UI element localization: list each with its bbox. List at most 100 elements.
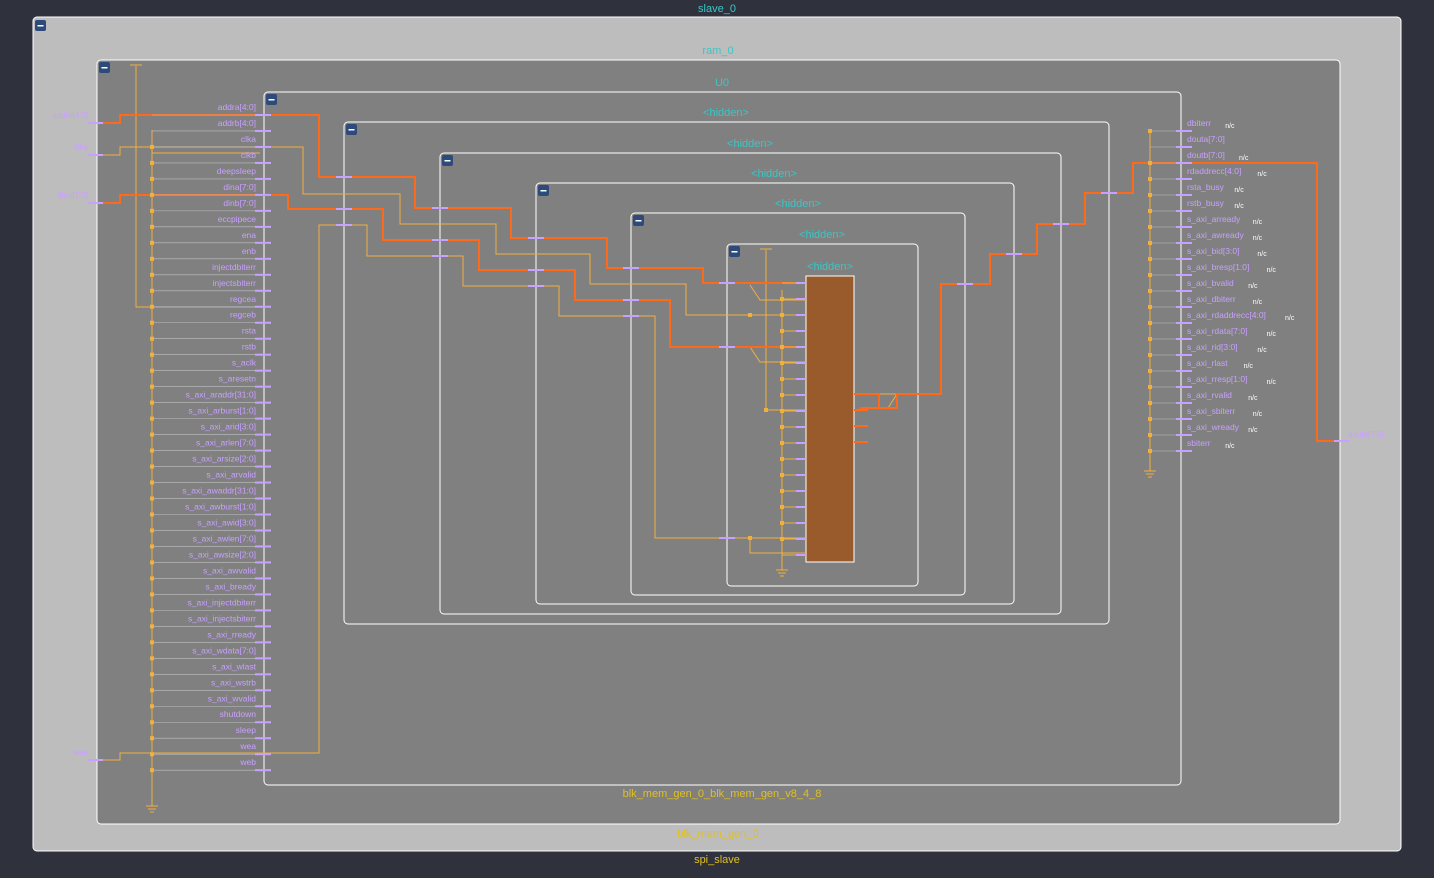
u0-pin-rstb[interactable]: rstb — [150, 342, 271, 357]
u0-pin-s-axi-awburst-1-0[interactable]: s_axi_awburst[1:0] — [150, 502, 271, 517]
primitive-pin[interactable] — [780, 521, 806, 525]
u0-pin-web[interactable]: web — [150, 757, 271, 773]
u0-pin-injectsbiterr[interactable]: injectsbiterr — [150, 278, 271, 293]
u0-pin-injectdbiterr[interactable]: injectdbiterr — [150, 262, 271, 277]
primitive-pin[interactable] — [780, 425, 806, 429]
collapse-button-ram[interactable] — [99, 62, 110, 73]
primitive-pin[interactable] — [780, 489, 806, 493]
port-dina[interactable]: dina[7:0] — [57, 191, 103, 204]
u0-pin-enb[interactable]: enb — [150, 246, 271, 261]
u0-pin-s-axi-wready[interactable]: s_axi_wready n/c — [1148, 422, 1258, 437]
collapse-button-hidden-5[interactable] — [729, 246, 740, 257]
port-douta[interactable]: douta[7:0] — [1334, 430, 1384, 442]
u0-pin-s-axi-bid-3-0[interactable]: s_axi_bid[3:0] n/c — [1148, 246, 1267, 261]
collapse-button-hidden-2[interactable] — [442, 155, 453, 166]
u0-pin-rstb-busy[interactable]: rstb_busy n/c — [1148, 198, 1244, 213]
douta-bus[interactable] — [854, 162, 1334, 442]
inner-bus-tap-1[interactable] — [749, 284, 806, 301]
primitive-pin[interactable] — [780, 361, 806, 365]
primitive-pin[interactable] — [780, 537, 806, 541]
u0-pin-s-axi-bready[interactable]: s_axi_bready — [150, 581, 271, 597]
u0-pin-s-axi-awvalid[interactable]: s_axi_awvalid — [150, 565, 271, 581]
u0-pin-addrb-4-0[interactable]: addrb[4:0] — [152, 118, 271, 132]
u0-pin-regceb[interactable]: regceb — [150, 310, 271, 325]
u0-pin-dbiterr[interactable]: dbiterr n/c — [1148, 118, 1235, 133]
u0-pin-douta-7-0[interactable]: douta[7:0] — [1150, 134, 1225, 148]
u0-pin-deepsleep[interactable]: deepsleep — [150, 166, 271, 181]
primitive-pin[interactable] — [780, 297, 806, 301]
u0-pin-s-axi-arid-3-0[interactable]: s_axi_arid[3:0] — [150, 422, 271, 437]
u0-pin-ena[interactable]: ena — [150, 230, 271, 245]
u0-pin-s-axi-awsize-2-0[interactable]: s_axi_awsize[2:0] — [150, 549, 271, 565]
u0-pin-s-axi-araddr-31-0[interactable]: s_axi_araddr[31:0] — [150, 390, 271, 405]
u0-pin-s-axi-injectdbiterr[interactable]: s_axi_injectdbiterr — [150, 597, 271, 613]
u0-pin-s-axi-rdata-7-0[interactable]: s_axi_rdata[7:0] n/c — [1148, 326, 1276, 341]
u0-pin-doutb-7-0[interactable]: doutb[7:0] n/c — [1148, 150, 1249, 165]
primitive-pin[interactable] — [780, 313, 806, 317]
dina-bus[interactable] — [103, 194, 806, 348]
u0-pin-wea[interactable]: wea — [150, 741, 271, 757]
u0-pin-clka[interactable]: clka — [150, 134, 271, 149]
collapse-button-hidden-3[interactable] — [538, 185, 549, 196]
u0-pin-s-aclk[interactable]: s_aclk — [150, 358, 271, 373]
collapse-button-hidden-1[interactable] — [346, 124, 357, 135]
u0-pin-s-axi-rdaddrecc-4-0[interactable]: s_axi_rdaddrecc[4:0] n/c — [1148, 310, 1295, 325]
u0-pin-s-axi-dbiterr[interactable]: s_axi_dbiterr n/c — [1148, 294, 1263, 309]
u0-pin-s-aresetn[interactable]: s_aresetn — [150, 374, 271, 389]
u0-pin-s-axi-rresp-1-0[interactable]: s_axi_rresp[1:0] n/c — [1148, 374, 1276, 389]
u0-pin-s-axi-injectsbiterr[interactable]: s_axi_injectsbiterr — [150, 613, 271, 629]
primitive-pin[interactable] — [780, 409, 806, 413]
u0-pin-rsta[interactable]: rsta — [150, 326, 271, 341]
u0-pin-addra-4-0[interactable]: addra[4:0] — [152, 102, 271, 116]
u0-pin-rsta-busy[interactable]: rsta_busy n/c — [1148, 182, 1244, 197]
primitive-pin[interactable] — [780, 505, 806, 509]
u0-pin-regcea[interactable]: regcea — [150, 294, 271, 309]
primitive-pin[interactable] — [780, 473, 806, 477]
u0-pin-s-axi-awaddr-31-0[interactable]: s_axi_awaddr[31:0] — [150, 486, 271, 501]
u0-pin-dinb-7-0[interactable]: dinb[7:0] — [150, 198, 271, 213]
u0-pin-s-axi-wlast[interactable]: s_axi_wlast — [150, 661, 271, 677]
u0-pin-s-axi-awlen-7-0[interactable]: s_axi_awlen[7:0] — [150, 533, 271, 549]
primitive-pin[interactable] — [780, 329, 806, 333]
port-wea[interactable]: wea — [72, 748, 103, 761]
port-clka[interactable]: clka — [74, 143, 103, 156]
u0-pin-s-axi-wstrb[interactable]: s_axi_wstrb — [150, 677, 271, 693]
u0-pin-s-axi-arvalid[interactable]: s_axi_arvalid — [150, 470, 271, 485]
collapse-button-u0[interactable] — [266, 94, 277, 105]
inner-bus-tap-2[interactable] — [749, 346, 806, 363]
ram-primitive[interactable] — [805, 275, 855, 563]
u0-pin-clkb[interactable]: clkb — [150, 150, 271, 165]
primitive-pin[interactable] — [780, 377, 806, 381]
primitive-pin[interactable] — [780, 345, 806, 349]
u0-pin-s-axi-rready[interactable]: s_axi_rready — [150, 629, 271, 645]
u0-pin-dina-7-0[interactable]: dina[7:0] — [150, 182, 271, 197]
u0-pin-s-axi-arburst-1-0[interactable]: s_axi_arburst[1:0] — [150, 406, 271, 421]
u0-pin-s-axi-awready[interactable]: s_axi_awready n/c — [1148, 230, 1263, 245]
collapse-button-slave[interactable] — [35, 20, 46, 31]
u0-pin-sbiterr[interactable]: sbiterr n/c — [1148, 438, 1235, 453]
u0-pin-s-axi-wvalid[interactable]: s_axi_wvalid — [150, 693, 271, 709]
u0-pin-s-axi-bresp-1-0[interactable]: s_axi_bresp[1:0] n/c — [1148, 262, 1276, 277]
u0-pin-s-axi-rvalid[interactable]: s_axi_rvalid n/c — [1148, 390, 1258, 405]
u0-pin-s-axi-bvalid[interactable]: s_axi_bvalid n/c — [1148, 278, 1258, 293]
primitive-pin[interactable] — [780, 441, 806, 445]
u0-pin-eccpipece[interactable]: eccpipece — [150, 214, 271, 229]
u0-pin-shutdown[interactable]: shutdown — [150, 709, 271, 725]
inner-bottom-wire[interactable] — [749, 538, 806, 554]
u0-pin-s-axi-arlen-7-0[interactable]: s_axi_arlen[7:0] — [150, 438, 271, 453]
u0-pin-s-axi-arsize-2-0[interactable]: s_axi_arsize[2:0] — [150, 454, 271, 469]
collapse-button-hidden-4[interactable] — [633, 215, 644, 226]
port-addra[interactable]: addra[4:0] — [52, 111, 103, 124]
primitive-pin[interactable] — [780, 393, 806, 397]
u0-pin-rdaddrecc-4-0[interactable]: rdaddrecc[4:0] n/c — [1148, 166, 1267, 181]
u0-pin-s-axi-sbiterr[interactable]: s_axi_sbiterr n/c — [1148, 406, 1263, 421]
u0-pin-s-axi-rid-3-0[interactable]: s_axi_rid[3:0] n/c — [1148, 342, 1267, 357]
u0-pin-sleep[interactable]: sleep — [150, 725, 271, 741]
primitive-pin[interactable] — [780, 457, 806, 461]
u0-pin-s-axi-awid-3-0[interactable]: s_axi_awid[3:0] — [150, 517, 271, 533]
u0-pin-s-axi-arready[interactable]: s_axi_arready n/c — [1148, 214, 1263, 229]
u0-pin-s-axi-wdata-7-0[interactable]: s_axi_wdata[7:0] — [150, 645, 271, 661]
u0-pin-s-axi-rlast[interactable]: s_axi_rlast n/c — [1148, 358, 1253, 373]
